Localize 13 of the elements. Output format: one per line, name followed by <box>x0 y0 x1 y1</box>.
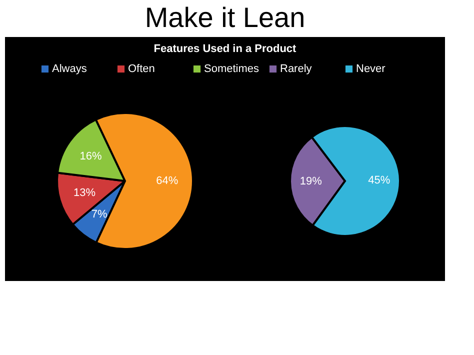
chart-title: Make it Lean <box>144 2 306 33</box>
data-label: 7% <box>91 208 108 220</box>
chart-subtitle: Features Used in a Product <box>154 43 297 55</box>
legend-label: Rarely <box>280 63 312 75</box>
legend-label: Always <box>52 63 88 75</box>
legend-label: Never <box>356 63 386 75</box>
data-label: 19% <box>300 175 322 188</box>
legend-label: Often <box>128 63 155 75</box>
data-label: 16% <box>80 150 102 162</box>
data-label: 45% <box>368 174 390 187</box>
legend-label: Sometimes <box>204 63 260 75</box>
data-label: 13% <box>74 186 96 199</box>
data-label: 64% <box>156 174 178 187</box>
